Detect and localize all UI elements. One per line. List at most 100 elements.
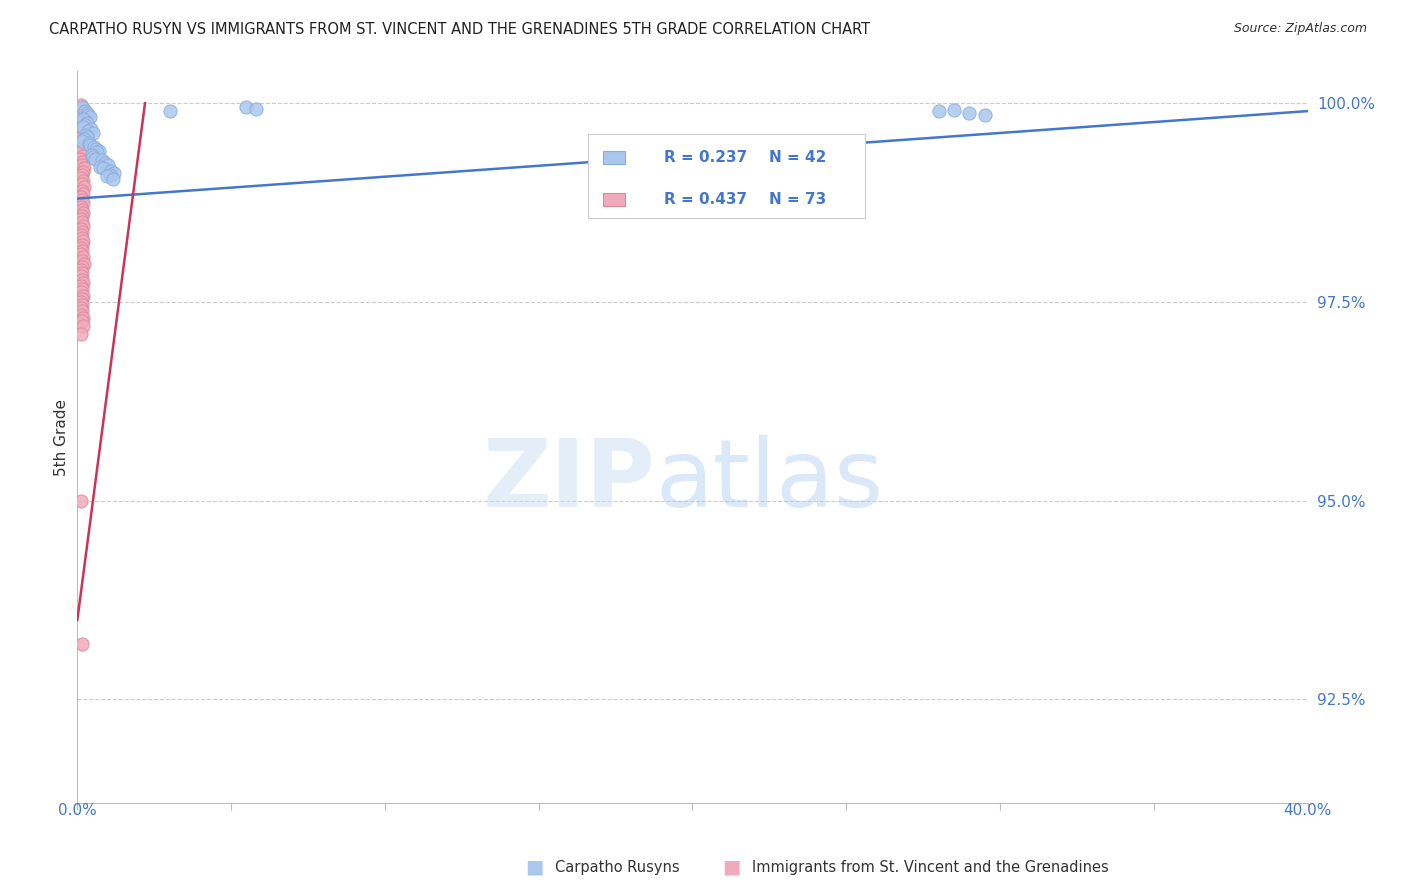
Point — [235, 100, 257, 114]
Point — [101, 171, 124, 186]
Point — [72, 196, 94, 211]
Point — [70, 145, 93, 160]
Point — [83, 140, 105, 154]
Point — [70, 282, 93, 296]
Point — [72, 155, 94, 169]
Point — [70, 304, 93, 318]
Point — [70, 285, 93, 300]
Point — [75, 128, 97, 142]
Point — [72, 142, 94, 156]
Point — [82, 127, 104, 141]
Point — [73, 161, 96, 176]
Point — [72, 219, 94, 233]
Point — [77, 124, 100, 138]
Point — [73, 257, 96, 271]
Point — [70, 190, 93, 204]
Point — [159, 104, 181, 119]
Point — [70, 178, 93, 192]
Text: 0.0%: 0.0% — [58, 803, 97, 818]
Point — [72, 164, 94, 178]
Point — [70, 301, 93, 316]
Point — [70, 100, 93, 114]
Point — [70, 493, 93, 508]
Point — [70, 292, 93, 306]
Text: R = 0.237: R = 0.237 — [664, 150, 748, 165]
Point — [70, 193, 93, 207]
Point — [928, 104, 950, 119]
Point — [79, 111, 101, 125]
Text: ZIP: ZIP — [482, 435, 655, 527]
Point — [70, 123, 93, 137]
Point — [73, 104, 96, 119]
Point — [72, 235, 94, 249]
Point — [73, 111, 96, 125]
Point — [82, 148, 104, 162]
Point — [72, 120, 94, 134]
Point — [70, 253, 93, 268]
Point — [76, 127, 98, 141]
Point — [72, 206, 94, 220]
Point — [77, 136, 100, 150]
Point — [72, 120, 94, 134]
Point — [90, 153, 114, 168]
Text: N = 42: N = 42 — [769, 150, 827, 165]
Point — [72, 251, 94, 265]
Point — [89, 160, 111, 174]
Point — [70, 637, 93, 651]
Text: ■: ■ — [721, 857, 741, 877]
Y-axis label: 5th Grade: 5th Grade — [53, 399, 69, 475]
Point — [93, 161, 115, 176]
Point — [73, 104, 96, 119]
Point — [79, 137, 101, 152]
Point — [70, 215, 93, 229]
FancyBboxPatch shape — [588, 134, 865, 218]
Point — [70, 298, 93, 312]
Point — [70, 200, 93, 214]
Point — [69, 152, 91, 166]
Point — [70, 266, 93, 280]
Point — [84, 142, 107, 156]
Text: N = 73: N = 73 — [769, 192, 825, 207]
Point — [70, 260, 93, 274]
Point — [75, 117, 97, 131]
Point — [70, 308, 93, 322]
Point — [70, 228, 93, 243]
Point — [73, 180, 96, 194]
Point — [72, 148, 94, 162]
Text: ■: ■ — [524, 857, 544, 877]
Point — [957, 105, 980, 120]
Point — [70, 139, 93, 153]
Point — [96, 169, 118, 184]
Point — [73, 132, 96, 146]
Point — [103, 166, 125, 180]
Point — [72, 174, 94, 188]
Point — [72, 186, 94, 201]
Point — [70, 158, 93, 172]
Text: Immigrants from St. Vincent and the Grenadines: Immigrants from St. Vincent and the Gren… — [752, 860, 1109, 874]
Point — [942, 103, 965, 117]
Point — [94, 155, 117, 169]
Point — [87, 144, 110, 158]
Point — [73, 119, 96, 133]
Point — [245, 102, 267, 116]
Point — [72, 276, 94, 290]
Point — [82, 150, 104, 164]
Text: Source: ZipAtlas.com: Source: ZipAtlas.com — [1233, 22, 1367, 36]
Text: 40.0%: 40.0% — [1284, 803, 1331, 818]
Point — [70, 273, 93, 287]
Point — [70, 314, 93, 328]
Point — [70, 326, 93, 341]
Point — [76, 105, 98, 120]
FancyBboxPatch shape — [603, 151, 624, 163]
Text: R = 0.437: R = 0.437 — [664, 192, 747, 207]
Point — [70, 247, 93, 261]
Point — [97, 158, 120, 172]
Point — [72, 112, 94, 126]
FancyBboxPatch shape — [603, 193, 624, 206]
Point — [70, 134, 93, 148]
Point — [76, 116, 98, 130]
Point — [70, 237, 93, 252]
Point — [70, 212, 93, 227]
Point — [70, 168, 93, 182]
Point — [70, 97, 93, 112]
